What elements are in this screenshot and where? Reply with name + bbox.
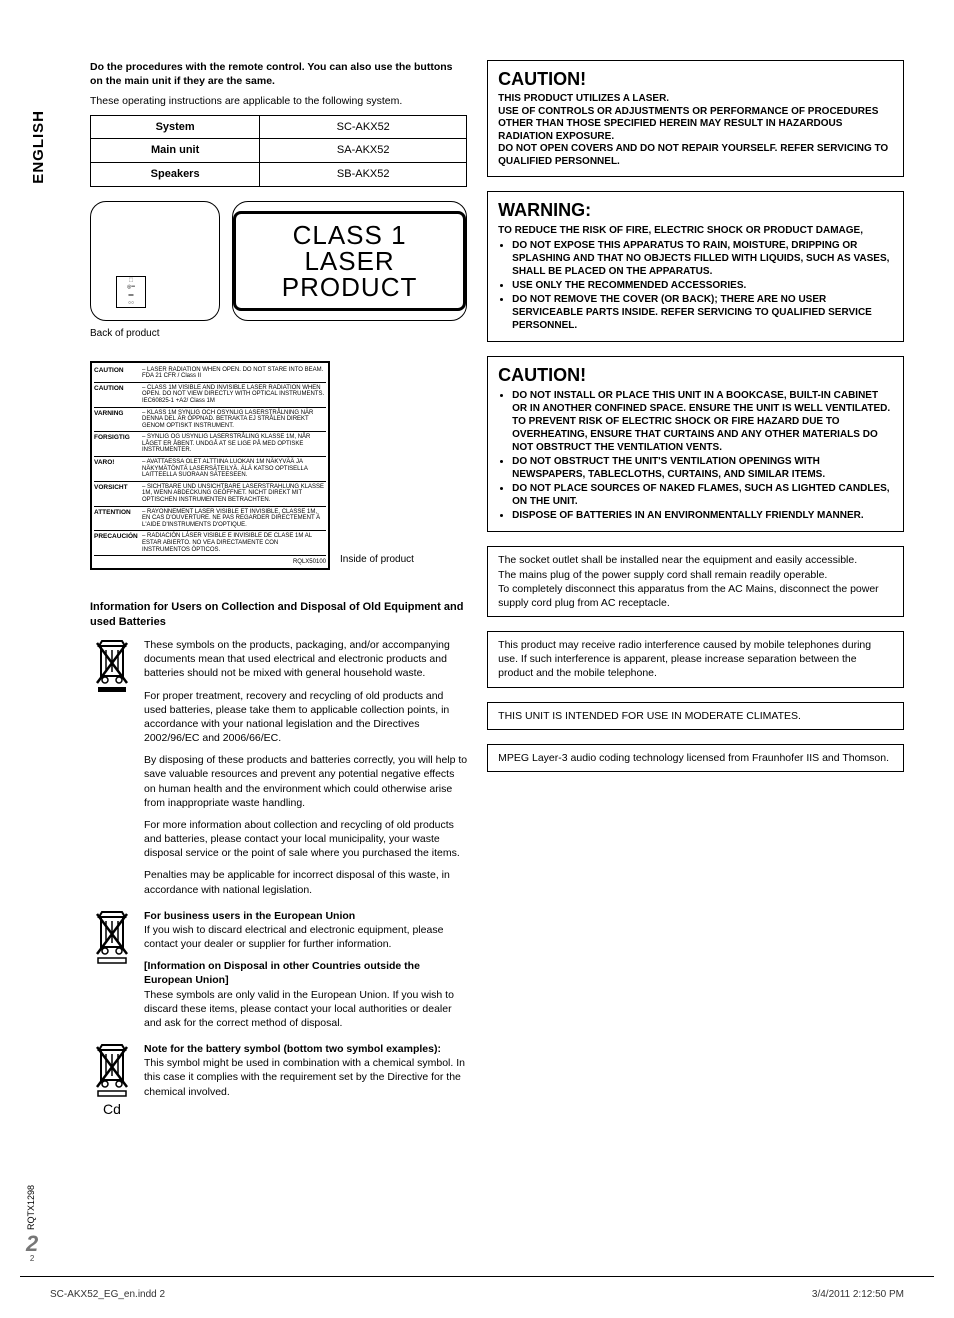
warn-text: – CLASS 1M VISIBLE AND INVISIBLE LASER R… — [142, 385, 326, 405]
left-column: Do the procedures with the remote contro… — [90, 60, 467, 1123]
climate-box: THIS UNIT IS INTENDED FOR USE IN MODERAT… — [487, 702, 904, 730]
other-head: [Information on Disposal in other Countr… — [144, 960, 420, 986]
footer: SC-AKX52_EG_en.indd 2 3/4/2011 2:12:50 P… — [50, 1289, 904, 1300]
bin-icon — [90, 909, 134, 1038]
disposal-para: For more information about collection an… — [144, 818, 467, 861]
warn-text: – RADIACIÓN LÁSER VISIBLE E INVISIBLE DE… — [142, 533, 326, 553]
biz-head: For business users in the European Union — [144, 910, 355, 922]
table-row: System SC-AKX52 — [91, 115, 467, 139]
language-tab: ENGLISH — [30, 110, 47, 184]
table-row: Main unit SA-AKX52 — [91, 139, 467, 163]
right-column: CAUTION! THIS PRODUCT UTILIZES A LASER. … — [487, 60, 904, 1123]
bin-icon — [90, 638, 134, 905]
class1-label-box: CLASS 1 LASER PRODUCT — [232, 201, 467, 321]
other-text: These symbols are only valid in the Euro… — [144, 989, 454, 1029]
warning-item: DO NOT EXPOSE THIS APPARATUS TO RAIN, MO… — [512, 239, 893, 278]
warning-item: USE ONLY THE RECOMMENDED ACCESSORIES. — [512, 279, 893, 292]
warning-title: WARNING: — [498, 198, 893, 222]
disposal-para: Penalties may be applicable for incorrec… — [144, 868, 467, 896]
disposal-para: These symbols on the products, packaging… — [144, 638, 467, 681]
caution-box-2: CAUTION! DO NOT INSTALL OR PLACE THIS UN… — [487, 356, 904, 532]
cell-label: Main unit — [91, 139, 260, 163]
back-of-product-image: ⬚ ◎═ ═ ○○ — [90, 201, 220, 321]
disposal-para: By disposing of these products and batte… — [144, 753, 467, 810]
footer-right: 3/4/2011 2:12:50 PM — [812, 1289, 904, 1300]
caution-box-1: CAUTION! THIS PRODUCT UTILIZES A LASER. … — [487, 60, 904, 177]
cell-label: System — [91, 115, 260, 139]
warning-item: DO NOT REMOVE THE COVER (OR BACK); THERE… — [512, 293, 893, 332]
intro-plain-text: These operating instructions are applica… — [90, 94, 467, 108]
caution2-item: DO NOT OBSTRUCT THE UNIT'S VENTILATION O… — [512, 455, 893, 481]
note-text: This symbol might be used in combination… — [144, 1057, 465, 1097]
mpeg-box: MPEG Layer-3 audio coding technology lic… — [487, 744, 904, 772]
biz-text: If you wish to discard electrical and el… — [144, 924, 443, 950]
page-big-number: 2 — [26, 1234, 38, 1254]
caution1-title: CAUTION! — [498, 67, 893, 91]
warn-lang: FORSIGTIG — [94, 434, 142, 454]
warning-box: WARNING: TO REDUCE THE RISK OF FIRE, ELE… — [487, 191, 904, 342]
caution2-item: DO NOT INSTALL OR PLACE THIS UNIT IN A B… — [512, 389, 893, 454]
caution2-title: CAUTION! — [498, 363, 893, 387]
warn-text: – SICHTBARE UND UNSICHTBARE LASERSTRAHLU… — [142, 484, 326, 504]
bin-cd-icon: Cd — [90, 1042, 134, 1119]
socket-box: The socket outlet shall be installed nea… — [487, 546, 904, 617]
warn-lang: ATTENTION — [94, 509, 142, 529]
warn-text: – AVATTAESSA OLET ALTTIINA LUOKAN 1M NÄK… — [142, 459, 326, 479]
warn-text: – SYNLIG OG USYNLIG LASERSTRÅLING KLASSE… — [142, 434, 326, 454]
warn-lang: PRECAUCIÓN — [94, 533, 142, 553]
cell-label: Speakers — [91, 163, 260, 187]
page-number-block: RQTX1298 2 2 — [26, 1185, 38, 1263]
cell-value: SC-AKX52 — [260, 115, 467, 139]
intro-bold-text: Do the procedures with the remote contro… — [90, 60, 467, 88]
warn-text: – LASER RADIATION WHEN OPEN. DO NOT STAR… — [142, 367, 326, 380]
warn-lang: VARNING — [94, 410, 142, 430]
multilang-warning-label: CAUTION– LASER RADIATION WHEN OPEN. DO N… — [90, 361, 330, 571]
cell-value: SA-AKX52 — [260, 139, 467, 163]
class1-line2: LASER PRODUCT — [250, 248, 449, 300]
warn-text: – RAYONNEMENT LASER VISIBLE ET INVISIBLE… — [142, 509, 326, 529]
footer-rule — [20, 1276, 934, 1278]
cd-label: Cd — [103, 1100, 121, 1119]
caution2-item: DISPOSE OF BATTERIES IN AN ENVIRONMENTAL… — [512, 509, 893, 522]
back-label-icon: ⬚ ◎═ ═ ○○ — [116, 276, 146, 308]
disposal-heading: Information for Users on Collection and … — [90, 600, 467, 630]
note-head: Note for the battery symbol (bottom two … — [144, 1043, 441, 1055]
warn-lang: VORSICHT — [94, 484, 142, 504]
radio-box: This product may receive radio interfere… — [487, 631, 904, 688]
disposal-para: For proper treatment, recovery and recyc… — [144, 689, 467, 746]
warn-text: – KLASS 1M SYNLIG OCH OSYNLIG LASERSTRÅL… — [142, 410, 326, 430]
class1-line1: CLASS 1 — [250, 222, 449, 248]
back-caption: Back of product — [90, 327, 467, 341]
table-row: Speakers SB-AKX52 — [91, 163, 467, 187]
cell-value: SB-AKX52 — [260, 163, 467, 187]
warn-code: RQLX50100 — [94, 556, 326, 566]
warn-lang: VARO! — [94, 459, 142, 479]
warning-lead: TO REDUCE THE RISK OF FIRE, ELECTRIC SHO… — [498, 225, 893, 238]
caution1-body: THIS PRODUCT UTILIZES A LASER. USE OF CO… — [498, 93, 893, 168]
system-table: System SC-AKX52 Main unit SA-AKX52 Speak… — [90, 115, 467, 188]
inside-caption: Inside of product — [340, 553, 414, 571]
warn-lang: CAUTION — [94, 367, 142, 380]
caution2-item: DO NOT PLACE SOURCES OF NAKED FLAMES, SU… — [512, 482, 893, 508]
footer-left: SC-AKX52_EG_en.indd 2 — [50, 1289, 165, 1300]
rqtx-code: RQTX1298 — [26, 1185, 36, 1230]
warn-lang: CAUTION — [94, 385, 142, 405]
